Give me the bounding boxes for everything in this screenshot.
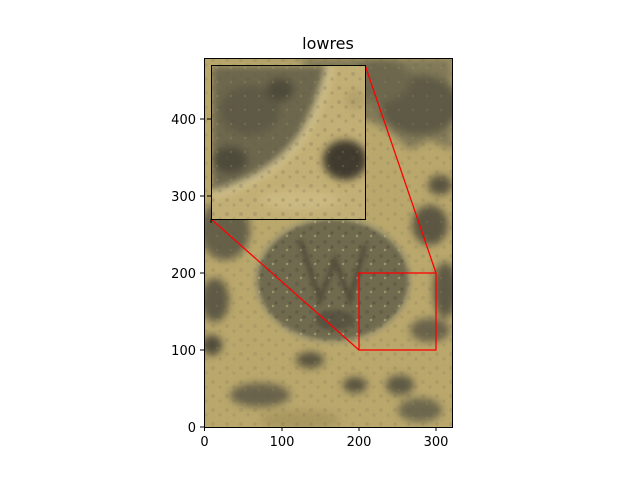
zoom-region-rect bbox=[358, 272, 437, 351]
y-tick-label: 200 bbox=[171, 267, 196, 282]
x-tick-label: 0 bbox=[200, 435, 208, 450]
x-tick-label: 200 bbox=[347, 435, 372, 450]
y-tick-label: 100 bbox=[171, 344, 196, 359]
axes-frame bbox=[204, 58, 453, 428]
x-tick-label: 100 bbox=[270, 435, 295, 450]
x-axis: 0 100 200 300 bbox=[200, 427, 448, 450]
y-axis: 0 100 200 300 400 bbox=[171, 113, 204, 436]
y-tick-label: 400 bbox=[171, 113, 196, 128]
plot-title: lowres bbox=[302, 34, 354, 53]
inset-image bbox=[211, 65, 365, 219]
x-tick-label: 300 bbox=[424, 435, 449, 450]
y-tick-label: 0 bbox=[188, 421, 196, 436]
inset-connector-line bbox=[364, 64, 437, 274]
y-tick-label: 300 bbox=[171, 190, 196, 205]
inset-frame bbox=[211, 65, 366, 220]
main-image bbox=[204, 58, 452, 427]
inset-connector-line bbox=[210, 218, 360, 351]
